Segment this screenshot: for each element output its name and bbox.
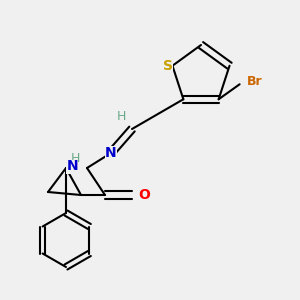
Text: N: N <box>105 146 117 160</box>
Text: H: H <box>70 152 80 166</box>
Text: N: N <box>66 160 78 173</box>
Text: H: H <box>117 110 126 124</box>
Text: S: S <box>163 59 173 73</box>
Text: O: O <box>139 188 151 202</box>
Text: Br: Br <box>247 75 263 88</box>
